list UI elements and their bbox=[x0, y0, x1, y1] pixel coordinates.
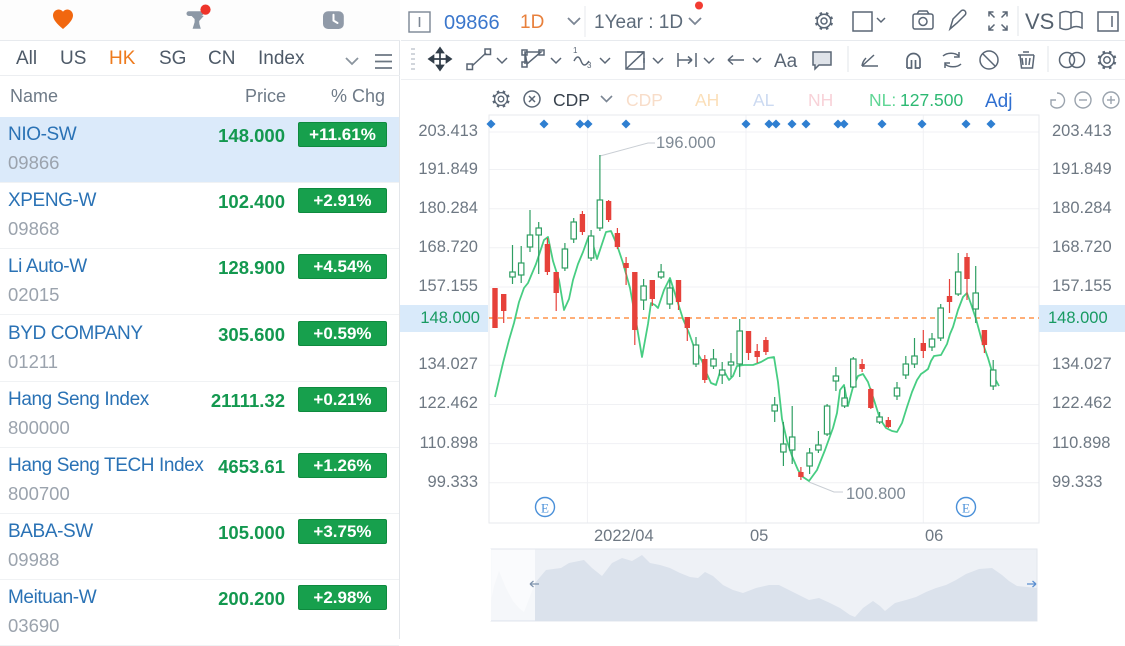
svg-text:1D: 1D bbox=[520, 12, 544, 33]
svg-text:Adj: Adj bbox=[985, 91, 1012, 112]
svg-text:VS: VS bbox=[1025, 9, 1054, 34]
svg-text:127.500: 127.500 bbox=[900, 90, 964, 110]
svg-text:1Year : 1D: 1Year : 1D bbox=[594, 12, 683, 33]
svg-text:3: 3 bbox=[587, 61, 592, 70]
svg-text:AL: AL bbox=[753, 90, 775, 110]
svg-text:CDP: CDP bbox=[553, 90, 590, 110]
svg-text:E: E bbox=[962, 501, 970, 516]
svg-text:1: 1 bbox=[573, 46, 578, 55]
svg-text:100.800: 100.800 bbox=[846, 485, 906, 503]
svg-text:09866: 09866 bbox=[444, 12, 500, 34]
svg-text:AH: AH bbox=[695, 90, 719, 110]
svg-text:Aa: Aa bbox=[774, 51, 798, 72]
svg-text:CDP: CDP bbox=[626, 90, 663, 110]
svg-text:NL:: NL: bbox=[869, 90, 896, 110]
svg-text:196.000: 196.000 bbox=[656, 134, 716, 152]
svg-text:NH: NH bbox=[808, 90, 833, 110]
svg-text:E: E bbox=[541, 501, 549, 516]
